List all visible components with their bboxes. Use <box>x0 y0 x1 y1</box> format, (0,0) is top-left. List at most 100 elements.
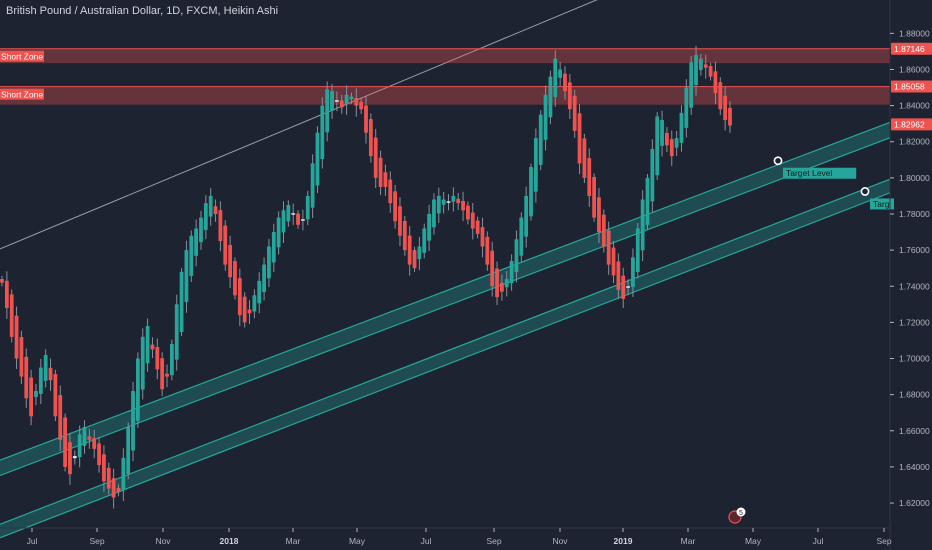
candle-body <box>597 197 601 233</box>
candle-body <box>199 217 203 243</box>
x-tick-label: Mar <box>286 536 301 546</box>
candle-body <box>102 454 106 482</box>
candle-body <box>344 94 349 105</box>
candle-body <box>257 280 262 304</box>
candle-body <box>485 236 490 265</box>
channel-band-1 <box>0 122 890 476</box>
candle-body <box>373 137 378 178</box>
candle-body <box>461 200 465 211</box>
candle-body <box>689 62 694 108</box>
candle-body <box>703 64 708 68</box>
short-zone-label-bg-2 <box>0 88 44 100</box>
candle-body <box>349 96 354 100</box>
candles-layer <box>0 45 732 509</box>
candle-body <box>48 367 53 381</box>
candle-body <box>553 58 558 97</box>
x-tick-label: 2019 <box>614 536 633 546</box>
candle-body <box>456 198 461 204</box>
target-label-bg <box>783 167 857 179</box>
candle-body <box>179 271 184 332</box>
candle-body <box>635 228 640 273</box>
candle-body <box>723 95 728 121</box>
candle-body <box>679 112 684 143</box>
candle-body <box>77 434 82 458</box>
candle-body <box>174 304 179 360</box>
candle-body <box>655 116 660 176</box>
candle-body <box>43 354 48 381</box>
target-label: Target Level <box>786 168 832 178</box>
candle-body <box>310 163 315 208</box>
y-tick-label: 1.82000 <box>899 137 930 147</box>
candle-body <box>150 344 155 350</box>
candle-body <box>262 264 266 293</box>
candle-body <box>194 228 199 256</box>
candle-body <box>136 358 140 421</box>
y-axis: 1.62000 1.64000 1.66000 1.68000 1.70000 1.720… <box>889 0 932 550</box>
candle-body <box>548 76 553 118</box>
candle-body <box>432 199 436 228</box>
candle-body <box>169 344 174 376</box>
candle-body <box>286 204 291 222</box>
y-tick-label: 1.68000 <box>899 390 930 400</box>
price-label-bg <box>891 118 932 131</box>
candle-body <box>160 358 165 390</box>
price-label: 1.85058 <box>894 82 925 92</box>
candle-body <box>140 336 145 390</box>
candle-body <box>436 195 441 214</box>
candle-body <box>368 119 373 157</box>
candle-body <box>631 257 635 287</box>
candle-body <box>669 139 674 157</box>
x-tick-label: Nov <box>552 536 568 546</box>
candle-body <box>427 214 431 241</box>
candle-body <box>611 247 616 276</box>
channel-upper-line-2 <box>0 178 891 525</box>
candle-body <box>82 427 87 446</box>
candle-body <box>4 280 9 308</box>
short-zone-label-bg-1 <box>0 50 44 62</box>
candle-body <box>728 107 732 126</box>
candle-body <box>106 467 111 489</box>
candle-body <box>417 246 422 260</box>
y-tick-label: 1.70000 <box>899 354 930 364</box>
price-label: 1.82962 <box>894 120 925 130</box>
candle-body <box>223 225 228 265</box>
candle-body <box>126 427 131 474</box>
candle-body <box>9 294 14 337</box>
candle-body <box>301 219 305 221</box>
candle-body <box>577 113 582 164</box>
candle-body <box>519 217 524 256</box>
x-tick-label: 2018 <box>220 536 239 546</box>
candle-body <box>315 132 320 186</box>
candle-body <box>281 210 286 233</box>
target-label: Targ <box>873 199 890 209</box>
price-label: 1.87146 <box>894 44 925 54</box>
candle-body <box>359 101 364 110</box>
candle-body <box>402 220 407 251</box>
channel-upper-line-1 <box>0 121 891 461</box>
candle-body <box>364 105 368 133</box>
candle-body <box>58 395 63 440</box>
candle-body <box>271 232 276 263</box>
candle-body <box>592 177 596 218</box>
candle-body <box>500 282 504 292</box>
candle-body <box>267 246 271 279</box>
x-tick-label: Jul <box>813 536 824 546</box>
candle-body <box>247 309 252 314</box>
candle-body <box>475 220 480 234</box>
y-tick-label: 1.80000 <box>899 173 930 183</box>
x-tick-label: May <box>349 536 366 546</box>
candle-body <box>29 377 34 417</box>
candle-body <box>698 58 703 71</box>
candle-body <box>296 213 300 225</box>
candle-body <box>422 228 427 253</box>
candle-body <box>165 373 169 377</box>
candle-body <box>276 217 281 248</box>
candle-body <box>213 206 218 214</box>
candle-body <box>674 138 679 148</box>
candle-body <box>480 227 485 247</box>
candle-body <box>116 487 121 493</box>
candle-body <box>14 315 19 359</box>
y-tick-label: 1.88000 <box>899 28 930 38</box>
candle-body <box>567 82 572 110</box>
